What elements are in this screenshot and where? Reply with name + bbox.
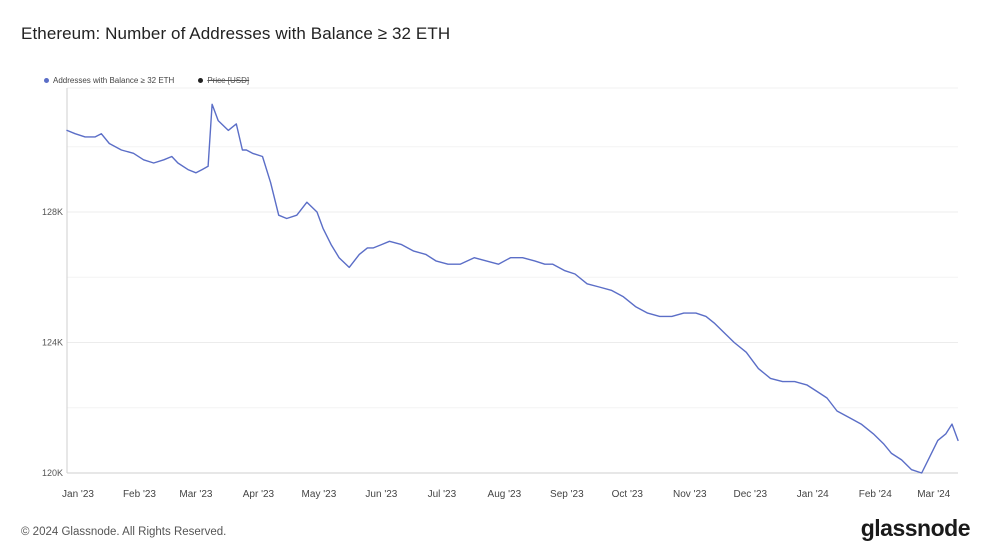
x-tick-label-12: Jan '24 [797,489,829,500]
x-tick-label-11: Dec '23 [733,489,767,500]
legend-dot-addresses [44,78,49,83]
y-tick-label-0: 120K [42,468,63,478]
legend-label-price: Price [USD] [207,76,250,85]
x-tick-label-5: Jun '23 [365,489,397,500]
legend-dot-price [198,78,204,83]
x-tick-label-0: Jan '23 [62,489,94,500]
chart-title: Ethereum: Number of Addresses with Balan… [21,24,451,43]
glassnode-logo: glassnode [860,515,971,541]
x-tick-label-14: Mar '24 [917,489,950,500]
y-tick-label-2: 128K [42,207,63,217]
legend-item-addresses[interactable]: Addresses with Balance ≥ 32 ETH [44,76,174,85]
x-tick-label-1: Feb '23 [123,489,156,500]
x-tick-label-13: Feb '24 [859,489,892,500]
x-tick-label-2: Mar '23 [179,489,212,500]
x-tick-label-8: Sep '23 [550,489,584,500]
legend-item-price[interactable]: Price [USD] [198,76,249,85]
y-tick-label-1: 124K [42,337,63,347]
x-tick-label-6: Jul '23 [428,489,457,500]
x-tick-label-7: Aug '23 [488,489,522,500]
x-tick-label-4: May '23 [302,489,337,500]
legend-label-addresses: Addresses with Balance ≥ 32 ETH [53,76,175,85]
x-tick-label-10: Nov '23 [673,489,707,500]
x-tick-label-3: Apr '23 [243,489,275,500]
x-tick-label-9: Oct '23 [612,489,644,500]
chart-legend: Addresses with Balance ≥ 32 ETH Price [U… [44,76,273,85]
series-line-0 [66,103,959,474]
copyright-text: © 2024 Glassnode. All Rights Reserved. [21,526,227,538]
